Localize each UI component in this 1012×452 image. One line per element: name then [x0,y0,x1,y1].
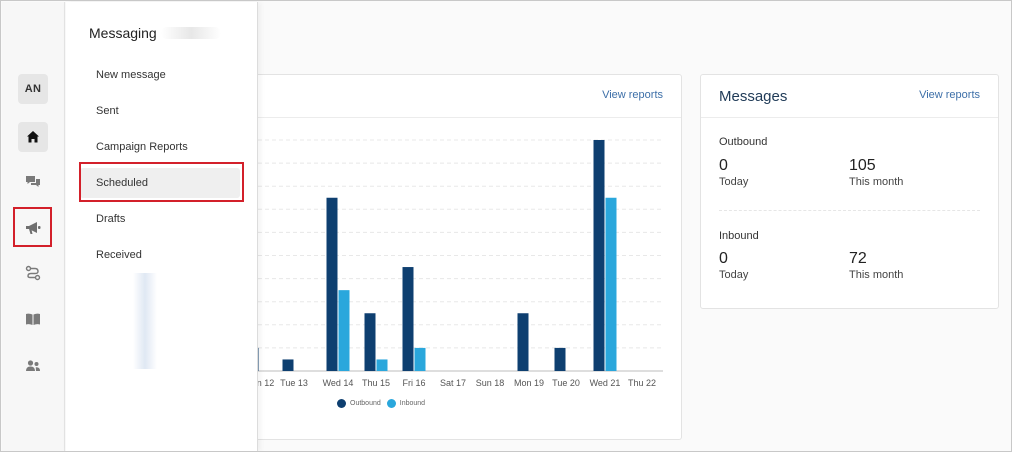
flyout-title: Messaging [89,25,157,41]
stats-divider [719,210,980,211]
journeys-button[interactable] [18,258,48,288]
home-icon [27,131,39,143]
redacted-area [133,273,157,369]
messages-view-reports-link[interactable]: View reports [919,89,980,101]
users-icon [26,360,40,371]
menu-item-received[interactable]: Received [96,249,142,261]
avatar-initials: AN [24,83,42,95]
messaging-flyout-menu: Messaging New message Sent Campaign Repo… [66,2,258,451]
bar-inbound-thu-15[interactable] [376,359,388,371]
chat-icon [26,176,40,187]
library-button[interactable] [18,304,48,334]
inbound-label: Inbound [719,230,759,242]
x-tick-label: Fri 16 [402,378,425,388]
book-icon [26,313,40,325]
outbound-month-label: This month [849,176,904,188]
bar-inbound-wed-21[interactable] [605,197,617,371]
bar-outbound-wed-14[interactable] [326,197,338,371]
menu-item-drafts[interactable]: Drafts [96,213,126,225]
x-tick-label: on 12 [252,378,275,388]
conversations-button[interactable] [18,167,48,197]
bar-outbound-wed-21[interactable] [593,140,605,371]
inbound-today-value: 0 [719,250,728,267]
outbound-today-value: 0 [719,157,728,174]
outbound-month-value: 105 [849,157,876,174]
x-tick-label: Sun 18 [476,378,505,388]
x-tick-label: Tue 13 [280,378,308,388]
bar-outbound-tue-20[interactable] [554,347,566,371]
activity-view-reports-link[interactable]: View reports [602,89,663,101]
user-avatar[interactable]: AN [18,74,48,104]
inbound-month-label: This month [849,269,904,281]
legend-inbound-swatch [386,399,396,408]
megaphone-icon [26,222,41,234]
bar-inbound-wed-14[interactable] [338,290,350,371]
legend-outbound-swatch [337,399,346,408]
menu-item-campaign-reports[interactable]: Campaign Reports [96,141,188,153]
icon-rail: AN [2,2,65,451]
scheduled-highlight-box [79,162,244,202]
x-tick-label: Wed 14 [323,378,354,388]
outbound-today-label: Today [719,176,749,188]
legend-outbound-label: Outbound [350,400,381,407]
x-tick-label: Thu 22 [628,378,656,388]
inbound-today-label: Today [719,269,749,281]
inbound-month-value: 72 [849,250,867,267]
x-tick-label: Sat 17 [440,378,466,388]
bar-outbound-mon-19[interactable] [517,313,529,371]
bar-outbound-thu-15[interactable] [364,313,376,371]
activity-card-header: View reports [152,75,681,118]
bar-inbound-fri-16[interactable] [414,347,426,371]
menu-item-sent[interactable]: Sent [96,105,119,117]
bar-outbound-fri-16[interactable] [402,267,414,371]
messages-card-title: Messages [719,88,788,105]
outbound-label: Outbound [719,136,768,148]
messages-card-header: Messages View reports [701,75,998,118]
home-button[interactable] [18,122,48,152]
legend-inbound-label: Inbound [399,400,426,407]
x-tick-label: Wed 21 [590,378,621,388]
messages-card: Messages View reports Outbound 0 Today 1… [700,74,999,309]
x-tick-label: Mon 19 [514,378,544,388]
chart-legend: Outbound Inbound [337,399,425,408]
route-icon [25,265,41,281]
bar-outbound-tue-13[interactable] [282,359,294,371]
x-tick-label: Tue 20 [552,378,580,388]
messaging-button[interactable] [18,213,48,243]
menu-item-new-message[interactable]: New message [96,69,166,81]
menu-item-scheduled[interactable]: Scheduled [80,168,240,198]
contacts-button[interactable] [18,351,48,381]
messaging-highlight-box [13,207,52,247]
redacted-text [161,27,221,39]
x-tick-label: Thu 15 [362,378,390,388]
